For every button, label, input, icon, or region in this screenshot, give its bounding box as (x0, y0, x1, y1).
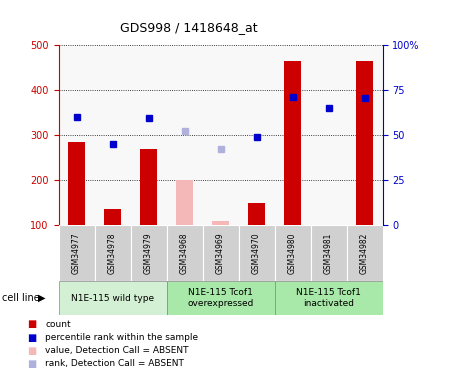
Bar (248, 202, 265, 225)
Bar (356, 61, 373, 225)
Bar (346, 225, 382, 281)
Text: ■: ■ (27, 359, 36, 369)
Text: count: count (45, 320, 71, 329)
Text: ■: ■ (27, 346, 36, 355)
Text: ■: ■ (27, 320, 36, 329)
Text: GSM34981: GSM34981 (324, 232, 333, 274)
Text: GSM34979: GSM34979 (144, 232, 153, 274)
Bar (58, 281, 166, 315)
Text: GSM34977: GSM34977 (72, 232, 81, 274)
Text: N1E-115 wild type: N1E-115 wild type (71, 294, 154, 303)
Bar (104, 209, 121, 225)
Bar (310, 225, 346, 281)
Text: cell line: cell line (2, 293, 40, 303)
Text: GSM34968: GSM34968 (180, 232, 189, 274)
Text: rank, Detection Call = ABSENT: rank, Detection Call = ABSENT (45, 359, 184, 368)
Text: value, Detection Call = ABSENT: value, Detection Call = ABSENT (45, 346, 189, 355)
Bar (130, 225, 166, 281)
Text: GSM34970: GSM34970 (252, 232, 261, 274)
Text: GDS998 / 1418648_at: GDS998 / 1418648_at (120, 21, 258, 34)
Text: N1E-115 Tcof1
inactivated: N1E-115 Tcof1 inactivated (296, 288, 361, 308)
Bar (166, 225, 202, 281)
Text: GSM34982: GSM34982 (360, 232, 369, 274)
Text: ▶: ▶ (38, 293, 45, 303)
Bar (166, 281, 274, 315)
Text: percentile rank within the sample: percentile rank within the sample (45, 333, 198, 342)
Text: ■: ■ (27, 333, 36, 342)
Bar (202, 225, 238, 281)
Text: N1E-115 Tcof1
overexpressed: N1E-115 Tcof1 overexpressed (187, 288, 254, 308)
Bar (238, 225, 274, 281)
Text: GSM34978: GSM34978 (108, 232, 117, 274)
Bar (94, 225, 130, 281)
Text: GSM34969: GSM34969 (216, 232, 225, 274)
Bar (68, 142, 85, 225)
Bar (274, 281, 382, 315)
Bar (140, 148, 157, 225)
Bar (176, 180, 193, 225)
Bar (58, 225, 94, 281)
Text: GSM34980: GSM34980 (288, 232, 297, 274)
Bar (212, 220, 229, 225)
Bar (274, 225, 310, 281)
Bar (284, 61, 301, 225)
